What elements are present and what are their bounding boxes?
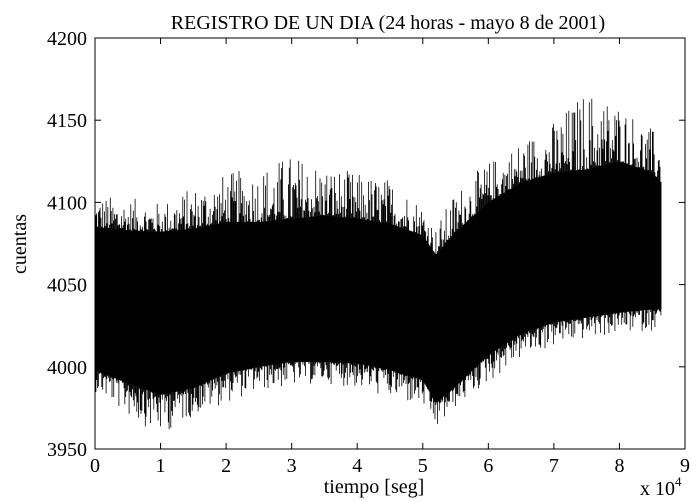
y-tick-label: 3950 bbox=[47, 439, 87, 461]
x-tick-label: 3 bbox=[287, 455, 297, 477]
x-tick-label: 0 bbox=[90, 455, 100, 477]
x-tick-label: 2 bbox=[221, 455, 231, 477]
y-axis-label: cuentas bbox=[9, 214, 31, 274]
x-tick-label: 4 bbox=[352, 455, 362, 477]
x-tick-label: 8 bbox=[614, 455, 624, 477]
y-tick-label: 4100 bbox=[47, 192, 87, 214]
series-band bbox=[94, 98, 662, 430]
series-0-noise-spikes bbox=[94, 98, 662, 430]
y-tick-label: 4050 bbox=[47, 275, 87, 297]
y-tick-label: 4150 bbox=[47, 110, 87, 132]
x-multiplier-base: x 10 bbox=[640, 478, 675, 500]
x-tick-label: 9 bbox=[680, 455, 690, 477]
chart-title: REGISTRO DE UN DIA (24 horas - mayo 8 de… bbox=[171, 12, 605, 34]
x-tick-label: 1 bbox=[156, 455, 166, 477]
x-multiplier: x 104 bbox=[640, 474, 682, 500]
y-tick-label: 4000 bbox=[47, 357, 87, 379]
x-tick-label: 5 bbox=[418, 455, 428, 477]
axis-ticks: 0 1 2 3 4 5 6 7 8 9 3950 4000 4050 4100 4150 4200 bbox=[47, 28, 690, 477]
x-tick-label: 6 bbox=[483, 455, 493, 477]
x-tick-label: 7 bbox=[549, 455, 559, 477]
x-axis-label: tiempo [seg] bbox=[324, 476, 425, 498]
plot-frame bbox=[94, 37, 686, 450]
x-multiplier-exponent: 4 bbox=[675, 474, 682, 489]
y-tick-label: 4200 bbox=[47, 28, 87, 50]
